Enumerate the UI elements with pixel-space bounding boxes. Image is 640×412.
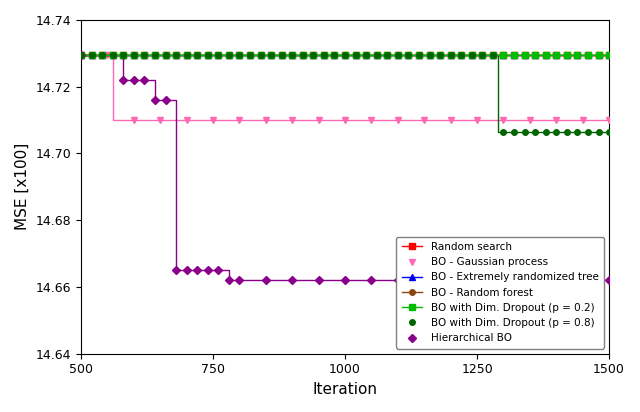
Random search (77, 53, 85, 58)
BO - Random forest (193, 53, 201, 58)
Hierarchical BO (204, 268, 212, 273)
BO with Dim. Dropout (p = 0.8) (605, 129, 613, 134)
Hierarchical BO (289, 278, 296, 283)
BO with Dim. Dropout (p = 0.8) (77, 53, 85, 58)
BO with Dim. Dropout (p = 0.8) (595, 129, 602, 134)
BO - Random forest (246, 53, 254, 58)
BO with Dim. Dropout (p = 0.8) (458, 53, 465, 58)
BO - Gaussian process (579, 118, 586, 123)
Random search (236, 53, 243, 58)
BO with Dim. Dropout (p = 0.2) (458, 53, 465, 58)
Line: BO with Dim. Dropout (p = 0.8): BO with Dim. Dropout (p = 0.8) (78, 52, 612, 135)
Hierarchical BO (214, 268, 222, 273)
Hierarchical BO (500, 278, 508, 283)
Hierarchical BO (183, 268, 191, 273)
BO with Dim. Dropout (p = 0.2) (236, 53, 243, 58)
BO - Extremely randomized tree (426, 53, 433, 58)
BO - Gaussian process (156, 118, 164, 123)
BO with Dim. Dropout (p = 0.8) (236, 53, 243, 58)
BO - Random forest (236, 53, 243, 58)
Hierarchical BO (367, 278, 375, 283)
BO with Dim. Dropout (p = 0.2) (605, 53, 613, 58)
BO with Dim. Dropout (p = 0.2) (595, 53, 602, 58)
BO - Extremely randomized tree (236, 53, 243, 58)
BO with Dim. Dropout (p = 0.2) (246, 53, 254, 58)
Y-axis label: MSE [x100]: MSE [x100] (15, 143, 30, 230)
BO with Dim. Dropout (p = 0.8) (193, 53, 201, 58)
Hierarchical BO (605, 278, 613, 283)
Hierarchical BO (579, 278, 586, 283)
BO - Extremely randomized tree (193, 53, 201, 58)
BO - Random forest (458, 53, 465, 58)
BO - Gaussian process (341, 118, 349, 123)
Random search (246, 53, 254, 58)
Hierarchical BO (394, 278, 402, 283)
Hierarchical BO (162, 98, 170, 103)
BO - Gaussian process (262, 118, 269, 123)
Line: Hierarchical BO: Hierarchical BO (78, 52, 612, 283)
BO with Dim. Dropout (p = 0.2) (77, 53, 85, 58)
Hierarchical BO (77, 53, 85, 58)
Random search (605, 53, 613, 58)
Random search (426, 53, 433, 58)
Hierarchical BO (473, 278, 481, 283)
BO - Random forest (426, 53, 433, 58)
Random search (595, 53, 602, 58)
BO - Gaussian process (183, 118, 191, 123)
BO - Gaussian process (104, 53, 111, 58)
BO - Gaussian process (367, 118, 375, 123)
Hierarchical BO (141, 77, 148, 82)
BO - Gaussian process (473, 118, 481, 123)
BO - Extremely randomized tree (458, 53, 465, 58)
BO - Gaussian process (209, 118, 217, 123)
Hierarchical BO (225, 278, 233, 283)
Hierarchical BO (120, 77, 127, 82)
BO - Gaussian process (130, 118, 138, 123)
BO - Extremely randomized tree (595, 53, 602, 58)
BO with Dim. Dropout (p = 0.8) (246, 53, 254, 58)
BO - Gaussian process (420, 118, 428, 123)
Hierarchical BO (526, 278, 534, 283)
Line: BO with Dim. Dropout (p = 0.2): BO with Dim. Dropout (p = 0.2) (77, 52, 612, 59)
BO - Gaussian process (500, 118, 508, 123)
BO with Dim. Dropout (p = 0.8) (500, 129, 508, 134)
Line: BO - Random forest: BO - Random forest (78, 52, 612, 58)
Hierarchical BO (172, 268, 180, 273)
Hierarchical BO (552, 278, 560, 283)
BO - Gaussian process (289, 118, 296, 123)
Hierarchical BO (262, 278, 269, 283)
BO - Gaussian process (552, 118, 560, 123)
BO - Extremely randomized tree (77, 53, 85, 58)
BO - Gaussian process (605, 118, 613, 123)
Hierarchical BO (151, 98, 159, 103)
BO with Dim. Dropout (p = 0.2) (193, 53, 201, 58)
Hierarchical BO (341, 278, 349, 283)
BO - Random forest (595, 53, 602, 58)
BO - Gaussian process (236, 118, 243, 123)
X-axis label: Iteration: Iteration (312, 382, 378, 397)
BO - Gaussian process (526, 118, 534, 123)
Random search (458, 53, 465, 58)
BO - Random forest (77, 53, 85, 58)
BO with Dim. Dropout (p = 0.8) (426, 53, 433, 58)
BO with Dim. Dropout (p = 0.2) (426, 53, 433, 58)
BO - Gaussian process (447, 118, 454, 123)
BO - Extremely randomized tree (605, 53, 613, 58)
Hierarchical BO (447, 278, 454, 283)
Random search (193, 53, 201, 58)
Hierarchical BO (130, 77, 138, 82)
Hierarchical BO (193, 268, 201, 273)
BO - Random forest (605, 53, 613, 58)
Line: Random search: Random search (78, 52, 612, 58)
Legend: Random search, BO - Gaussian process, BO - Extremely randomized tree, BO - Rando: Random search, BO - Gaussian process, BO… (396, 237, 604, 349)
BO - Gaussian process (315, 118, 323, 123)
Hierarchical BO (315, 278, 323, 283)
BO - Gaussian process (394, 118, 402, 123)
BO - Extremely randomized tree (246, 53, 254, 58)
Line: BO - Gaussian process: BO - Gaussian process (77, 52, 612, 124)
Line: BO - Extremely randomized tree: BO - Extremely randomized tree (78, 52, 612, 58)
Hierarchical BO (236, 278, 243, 283)
BO - Gaussian process (77, 53, 85, 58)
Hierarchical BO (420, 278, 428, 283)
